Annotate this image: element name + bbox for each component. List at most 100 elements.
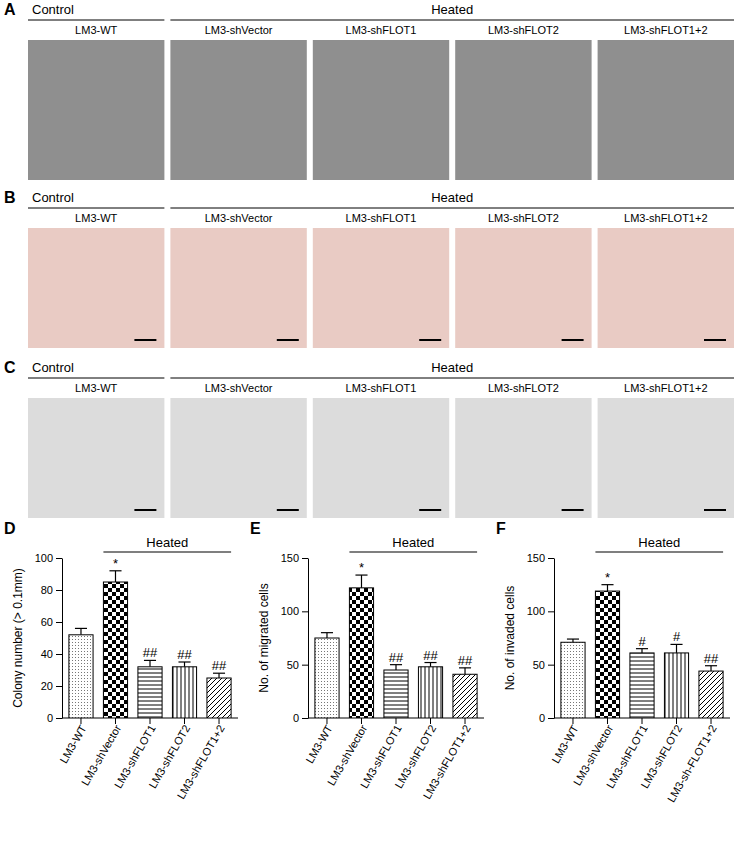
scale-bar [562,339,584,341]
image-panel: BControlHeatedLM3-WTLM3-shVectorLM3-shFL… [4,189,734,348]
tick-mark [642,718,643,724]
panel-letter: E [250,520,261,537]
annotation: ## [704,651,719,666]
column-label: LM3-WT [75,382,117,394]
tick-label: 0 [47,712,53,724]
marks [315,575,477,718]
tick: 150 [527,552,554,564]
photo [170,228,306,348]
error-bar [641,649,642,653]
tick-mark [56,654,62,655]
axis-line [62,559,63,719]
bar-chart: F050100150LM3-WTLM3-shVectorLM3-shFLOT1L… [496,520,730,804]
tick-label: 0 [293,712,299,724]
column-label: LM3-shFLOT1 [346,212,417,224]
x-axis: LM3-WTLM3-shVectorLM3-shFLOT1LM3-shFLOT2… [57,718,238,801]
tick: 20 [41,680,62,692]
column-label: LM3-shFLOT1 [346,382,417,394]
tick-label: 150 [281,552,299,564]
panel-letter: D [4,520,16,537]
tick: LM3-sh-FLOT1+2 [665,718,719,804]
photo [598,40,734,180]
tick: 0 [293,712,308,724]
bracket-label: Heated [392,535,434,550]
group-line [170,20,734,21]
scale-bar [562,509,584,511]
annotation: ## [143,645,158,660]
x-axis: LM3-WTLM3-shVectorLM3-shFLOT1LM3-shFLOT2… [549,718,730,804]
error-bar [361,575,362,588]
scale-bar [419,509,441,511]
y-axis: 0 50 100 150 [281,552,309,724]
group-label: Control [32,360,74,375]
photo [28,40,164,180]
tick-mark [572,718,573,724]
group-line [28,208,164,209]
photo [170,398,306,518]
tick-mark [676,718,677,724]
bar [172,667,196,718]
group-line [28,378,164,379]
panel-letter: B [4,189,16,206]
bar [103,582,127,718]
bar-chart: E050100150LM3-WTLM3-shVectorLM3-shFLOT1L… [250,520,484,801]
photo [28,398,164,518]
tick: 80 [41,584,62,596]
tick-mark [302,718,308,719]
group-label: Heated [431,190,473,205]
error-bar [607,585,608,591]
error-bar [326,633,327,638]
bar [207,678,231,718]
column-label: LM3-shFLOT1+2 [624,382,707,394]
tick-mark [80,718,81,724]
tick-mark [465,718,466,724]
tick: 40 [41,648,62,660]
photo [313,228,449,348]
tick: 100 [281,605,308,617]
tick-label: LM3-sh-FLOT1+2 [665,723,719,804]
tick-mark [56,558,62,559]
annotation: # [638,634,646,649]
annotation: * [113,556,118,571]
bracket-line [103,551,231,552]
group-label: Control [32,2,74,17]
marks [561,585,723,718]
bar [315,638,339,718]
tick: 50 [287,659,308,671]
y-axis-title: Colony number (> 0.1mm) [11,568,25,708]
error-cap [321,632,333,633]
tick: LM3-shFLOT1+2 [175,718,227,801]
tick-mark [548,558,554,559]
bar [561,642,585,718]
group-line [170,378,734,379]
scale-bar [419,339,441,341]
bar [699,671,723,718]
bracket-line [595,551,723,552]
error-cap [567,638,579,639]
tick-mark [430,718,431,724]
group-label: Heated [431,2,473,17]
tick-label: 50 [533,659,545,671]
tick-label: LM3-WT [57,723,89,766]
tick-mark [711,718,712,724]
tick-label: 20 [41,680,53,692]
photo [598,398,734,518]
tick-mark [396,718,397,724]
column-label: LM3-WT [75,212,117,224]
scale-bar [704,339,726,341]
tick: LM3-WT [303,718,335,765]
tick-mark [607,718,608,724]
annotation: # [673,629,681,644]
bracket-label: Heated [146,535,188,550]
photo [455,228,591,348]
tick: LM3-WT [57,718,89,765]
y-axis: 020406080100 [35,552,63,724]
error-bar [149,660,150,666]
tick: 50 [533,659,554,671]
bracket-label: Heated [638,535,680,550]
marks [69,571,231,718]
tick: LM3-shFLOT1+2 [421,718,473,801]
y-axis-title: No. of invaded cells [503,586,517,691]
tick-mark [548,718,554,719]
error-bar [430,663,431,667]
